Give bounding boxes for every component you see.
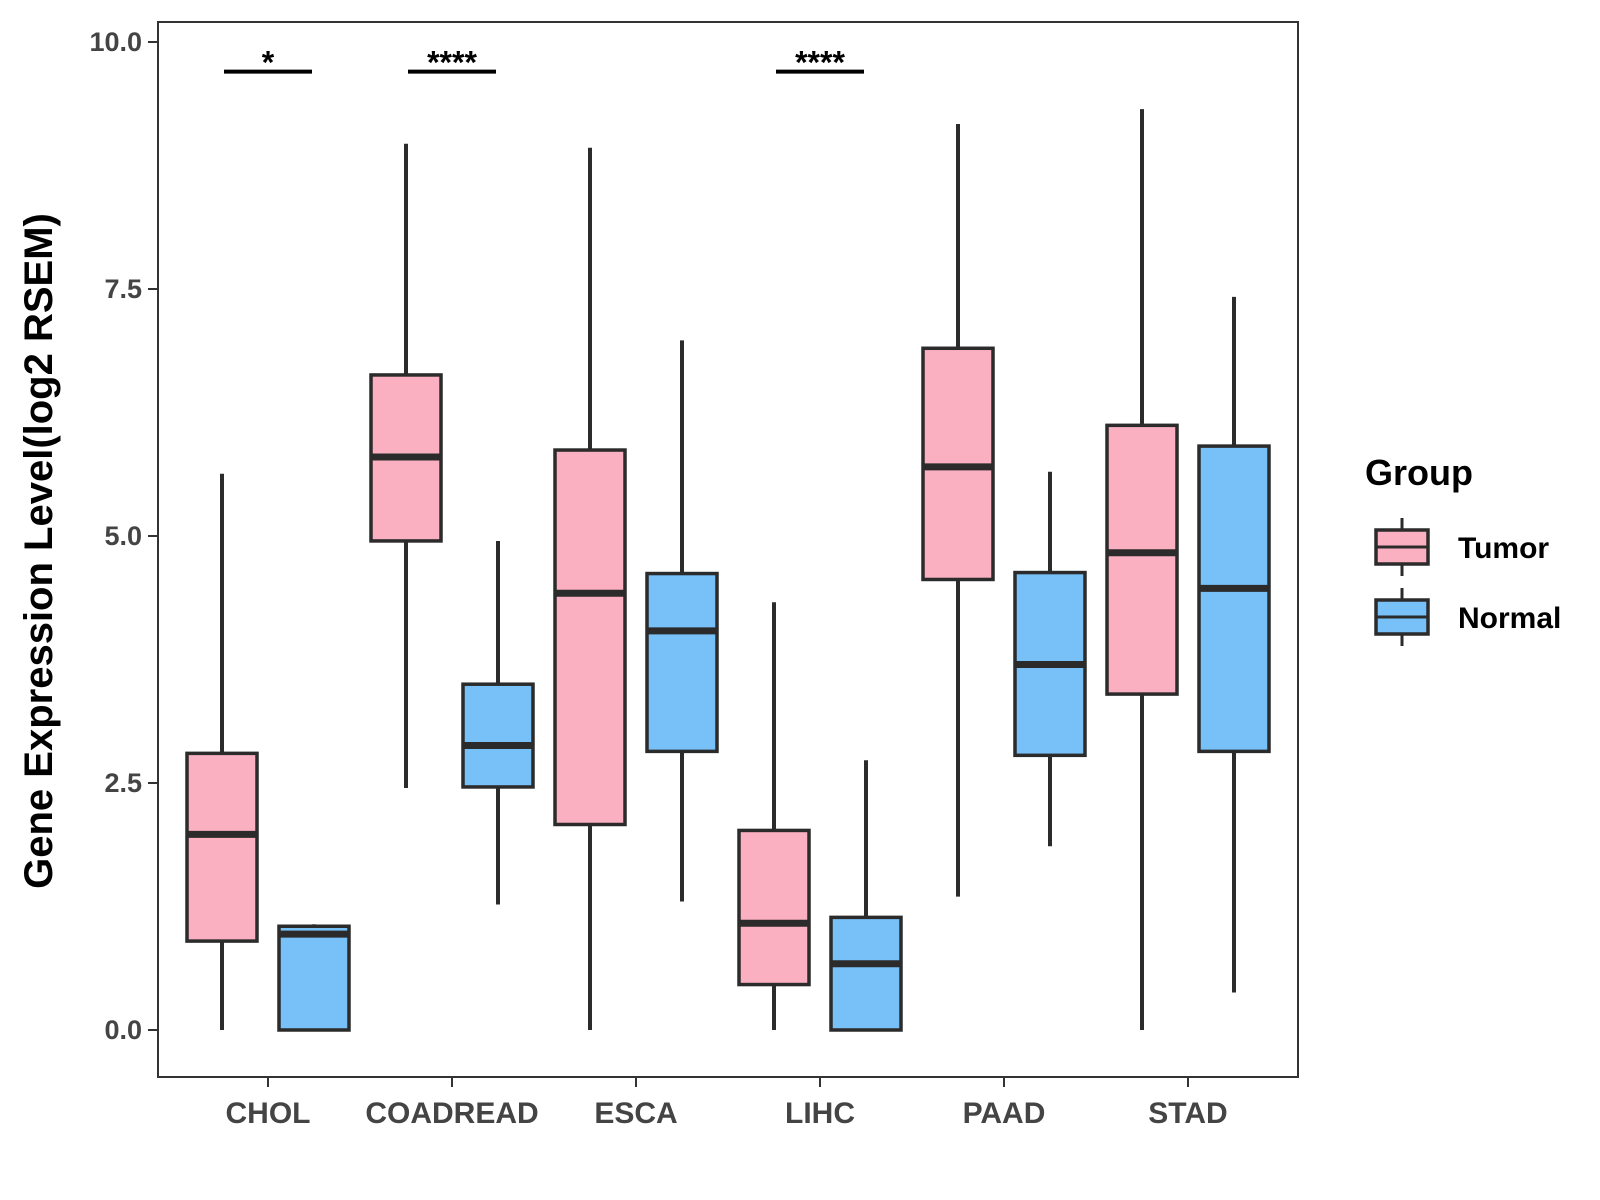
- x-category-label: ESCA: [594, 1097, 677, 1130]
- box-normal-esca: [645, 340, 719, 902]
- x-category-label: PAAD: [963, 1097, 1046, 1130]
- legend: Group Tumor Normal: [1365, 452, 1561, 646]
- box-rect: [185, 751, 259, 943]
- box-rect: [645, 571, 719, 754]
- box-normal-coadread: [461, 540, 535, 905]
- box-rect: [553, 448, 627, 827]
- box-rect: [737, 828, 811, 987]
- box-tumor-lihc: [737, 602, 811, 1030]
- box-tumor-esca: [553, 147, 627, 1030]
- box-series-layer: [185, 109, 1271, 1032]
- significance-annotations: * **** ****: [224, 45, 864, 81]
- box-normal-chol: [277, 924, 351, 1032]
- y-tick-label: 5.0: [104, 521, 142, 551]
- box-rect: [1197, 444, 1271, 754]
- x-category-label: CHOL: [226, 1097, 311, 1130]
- legend-title: Group: [1365, 452, 1473, 493]
- legend-label-tumor: Tumor: [1458, 532, 1549, 565]
- x-category-label: LIHC: [785, 1097, 855, 1130]
- significance-label: ****: [795, 45, 845, 81]
- box-tumor-coadread: [369, 143, 443, 788]
- x-category-label: COADREAD: [365, 1097, 538, 1130]
- box-rect: [277, 924, 351, 1032]
- y-axis-title: Gene Expression Level(log2 RSEM): [17, 213, 61, 889]
- box-normal-lihc: [829, 760, 903, 1032]
- y-tick-label: 7.5: [104, 274, 142, 304]
- x-axis: CHOL COADREAD ESCA LIHC PAAD STAD: [226, 1077, 1228, 1130]
- y-tick-label: 10.0: [89, 27, 142, 57]
- significance-label: ****: [427, 45, 477, 81]
- y-axis: 0.0 2.5 5.0 7.5 10.0: [89, 27, 158, 1045]
- box-tumor-paad: [921, 124, 995, 897]
- legend-label-normal: Normal: [1458, 602, 1561, 635]
- box-tumor-stad: [1105, 109, 1179, 1030]
- box-normal-paad: [1013, 471, 1087, 847]
- x-category-label: STAD: [1148, 1097, 1227, 1130]
- box-normal-stad: [1197, 296, 1271, 993]
- box-rect: [461, 682, 535, 789]
- y-tick-label: 2.5: [104, 768, 142, 798]
- box-rect: [829, 915, 903, 1032]
- box-tumor-chol: [185, 473, 259, 1030]
- significance-label: *: [262, 45, 275, 81]
- box-rect: [1105, 423, 1179, 696]
- y-tick-label: 0.0: [104, 1015, 142, 1045]
